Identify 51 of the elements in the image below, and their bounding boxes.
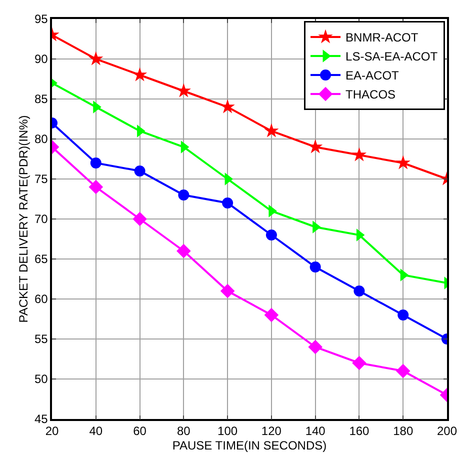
point [264,123,279,138]
y-tick-label: 65 [34,252,48,266]
y-tick-label: 75 [34,172,48,186]
y-tick-label: 95 [34,12,48,26]
x-tick-label: 160 [349,424,370,438]
x-tick-label: 120 [261,424,282,438]
point [88,51,104,66]
legend-label: THACOS [346,88,396,102]
x-tick-label: 60 [133,424,147,438]
y-tick-label: 60 [34,292,48,306]
y-tick-label: 70 [34,212,48,226]
y-tick-label: 80 [34,132,48,146]
y-tick-label: 45 [34,412,48,426]
legend-label: LS-SA-EA-ACOT [346,50,438,64]
y-tick-label: 55 [34,332,48,346]
point [354,286,365,296]
point [178,190,190,200]
y-tick-label: 85 [34,92,48,106]
point [308,139,323,154]
point [132,212,147,226]
x-tick-label: 180 [393,424,414,438]
point [266,230,277,240]
point [220,284,235,298]
point [396,155,410,170]
point [176,244,191,258]
point [132,67,148,82]
y-tick-label: 90 [34,52,48,66]
point [396,364,410,378]
x-tick-label: 200 [436,424,458,438]
point [220,99,235,114]
point [88,180,104,194]
point [134,166,146,176]
point [310,262,321,272]
x-tick-label: 100 [218,424,238,438]
x-tick-label: 40 [89,424,103,438]
point [308,340,322,354]
point [176,83,191,98]
legend-label: EA-ACOT [346,68,400,83]
point [264,308,279,322]
x-tick-label: 20 [45,424,59,438]
point [90,158,102,168]
y-tick-label: 50 [34,372,48,386]
point [352,356,366,370]
x-tick-label: 140 [305,424,326,438]
legend-label: BNMR-ACOT [346,30,419,45]
point [398,310,409,320]
x-axis-title: PAUSE TIME(IN SECONDS) [172,438,327,453]
y-axis-title: PACKET DELIVERY RATE(PDR)(IN%) [16,115,30,323]
x-tick-label: 80 [176,424,191,438]
point [222,198,234,208]
point [352,147,367,162]
